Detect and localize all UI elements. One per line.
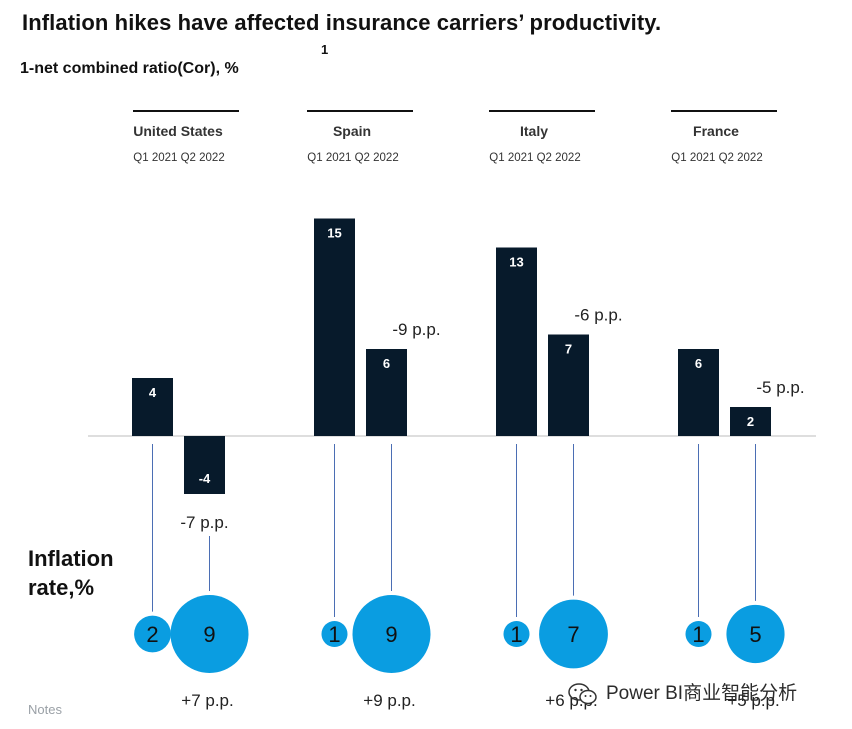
period-label: Q1 2021 Q2 2022 <box>307 152 398 164</box>
inflation-rate-label: Inflation rate,% <box>28 544 148 602</box>
ratio-bar <box>678 349 719 436</box>
inflation-change-label: +9 p.p. <box>363 691 415 710</box>
country-name: Italy <box>520 123 548 139</box>
ratio-bar <box>496 247 537 436</box>
inflation-bubble <box>503 621 530 647</box>
footnote-marker: 1 <box>321 42 329 57</box>
bar-value-label: 13 <box>509 255 523 270</box>
ratio-bar <box>184 436 225 494</box>
inflation-bubble <box>321 621 348 647</box>
country-name: Spain <box>333 123 371 139</box>
period-label: Q1 2021 Q2 2022 <box>489 152 580 164</box>
bubble-value-label: 2 <box>146 622 158 647</box>
inflation-bubble <box>134 615 171 653</box>
inflation-bubble <box>352 595 431 673</box>
bar-value-label: 15 <box>327 226 341 241</box>
country-name: France <box>693 123 739 139</box>
watermark-text: Power BI商业智能分析 <box>606 683 798 704</box>
ratio-bar <box>132 378 173 436</box>
bar-value-label: 6 <box>695 356 702 371</box>
inflation-change-label: +7 p.p. <box>181 691 233 710</box>
bubble-value-label: 7 <box>567 622 579 647</box>
inflation-change-label: +5 p.p. <box>727 691 779 710</box>
chart-subtitle: 1-net combined ratio(Cor), % <box>20 60 239 77</box>
ratio-change-label: -7 p.p. <box>180 513 228 532</box>
bar-value-label: -4 <box>199 471 211 486</box>
bubble-value-label: 1 <box>692 622 704 647</box>
country-name: United States <box>133 123 223 139</box>
period-label: Q1 2021 Q2 2022 <box>133 152 224 164</box>
bubble-value-label: 9 <box>385 622 397 647</box>
chart-title: Inflation hikes have affected insurance … <box>22 10 662 35</box>
ratio-bar <box>730 407 771 436</box>
bubble-value-label: 5 <box>749 622 761 647</box>
bubble-value-label: 1 <box>510 622 522 647</box>
bar-value-label: 4 <box>149 385 157 400</box>
ratio-change-label: -5 p.p. <box>756 378 804 397</box>
notes-link[interactable]: Notes <box>28 702 62 717</box>
ratio-change-label: -9 p.p. <box>392 320 440 339</box>
inflation-bubble <box>170 595 249 673</box>
period-label: Q1 2021 Q2 2022 <box>671 152 762 164</box>
bar-value-label: 2 <box>747 414 754 429</box>
ratio-bar <box>314 218 355 436</box>
watermark: Power BI商业智能分析 <box>568 678 797 705</box>
bubble-value-label: 9 <box>203 622 215 647</box>
ratio-change-label: -6 p.p. <box>574 306 622 325</box>
wechat-icon <box>568 683 597 705</box>
inflation-bubble <box>539 599 608 669</box>
ratio-bar <box>366 349 407 436</box>
inflation-bubble <box>726 604 785 664</box>
bar-value-label: 7 <box>565 342 572 357</box>
bar-value-label: 6 <box>383 356 390 371</box>
ratio-bar <box>548 334 589 436</box>
bubble-value-label: 1 <box>328 622 340 647</box>
inflation-label-line1: Inflation <box>28 546 114 571</box>
inflation-bubble <box>685 621 712 647</box>
inflation-label-line2: rate,% <box>28 575 95 600</box>
